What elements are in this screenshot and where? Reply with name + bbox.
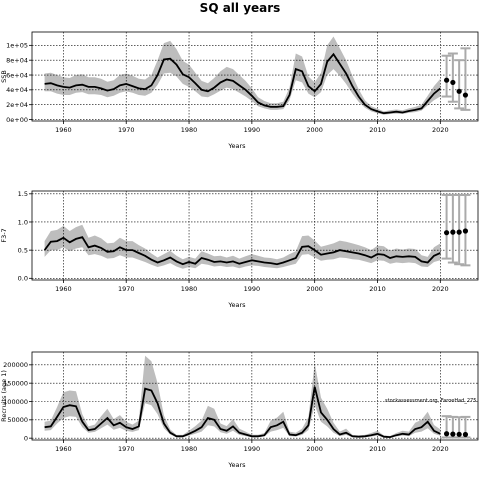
y-tick-label: 0.0	[18, 275, 28, 283]
watermark: stockassessment.org, FaroeHad_275	[385, 398, 476, 404]
forecast-point	[443, 230, 450, 236]
plot-frame	[31, 351, 479, 441]
y-tick-label: 50000	[7, 416, 28, 424]
x-tick-label: 2010	[369, 445, 386, 453]
x-tick-label: 2020	[432, 126, 449, 134]
y-tick-label: 200000	[3, 361, 28, 369]
y-tick-label: 0	[24, 434, 28, 442]
y-axis-label: Recruits (age 1)	[0, 370, 8, 422]
forecast-point	[450, 79, 456, 86]
plot-frame	[31, 190, 479, 281]
x-tick-label: 1960	[55, 126, 72, 134]
y-tick-label: 1.0	[18, 218, 28, 226]
x-tick-label: 1990	[244, 445, 261, 453]
y-tick-label: 2e+04	[6, 101, 28, 109]
forecast-point	[450, 229, 456, 235]
estimate-line	[44, 52, 441, 115]
confidence-band	[44, 355, 441, 438]
x-axis-label: Years	[227, 301, 246, 309]
forecast-point	[456, 229, 462, 235]
confidence-band	[44, 36, 441, 115]
y-axis-label: SSB	[0, 70, 8, 83]
x-tick-label: 1980	[181, 445, 198, 453]
y-tick-label: 1e+05	[6, 42, 28, 50]
y-tick-label: 1.5	[18, 190, 28, 198]
x-tick-label: 1960	[55, 285, 72, 293]
y-tick-label: 6e+04	[6, 71, 28, 79]
y-tick-label: 0.5	[18, 246, 28, 254]
forecast-point	[456, 88, 462, 94]
forecast-point	[462, 92, 469, 98]
estimate-line	[44, 386, 441, 439]
y-tick-label: 4e+04	[6, 86, 28, 94]
x-tick-label: 2020	[432, 285, 449, 293]
y-axis-label: F3-7	[0, 228, 8, 242]
x-tick-label: 2010	[369, 285, 386, 293]
x-tick-label: 2020	[432, 445, 449, 453]
y-tick-label: 8e+04	[6, 56, 28, 64]
x-tick-label: 2000	[306, 285, 323, 293]
x-tick-label: 2010	[369, 126, 386, 134]
x-tick-label: 2000	[306, 126, 323, 134]
ssb-panel: 1960 1970 1980 1990 2000 2010 2020 0e+00 2e+04 4e…	[0, 31, 479, 150]
forecast-point	[456, 431, 462, 437]
x-tick-label: 1990	[244, 126, 261, 134]
y-tick-label: 0e+00	[6, 116, 28, 124]
x-tick-label: 1980	[181, 126, 198, 134]
forecast-point	[450, 431, 456, 437]
confidence-band	[44, 224, 441, 269]
x-tick-label: 1970	[118, 285, 135, 293]
fishing-mortality-panel: 1960 1970 1980 1990 2000 2010 2020 0.0 0.5 1.0 1.5…	[0, 190, 479, 309]
x-tick-label: 1980	[181, 285, 198, 293]
x-axis-label: Years	[227, 461, 246, 469]
forecast-point	[443, 431, 450, 437]
forecast-point	[462, 431, 469, 438]
y-tick-label: 100000	[3, 398, 28, 406]
y-tick-label: 150000	[3, 379, 28, 387]
figure-title: SQ all years	[199, 1, 281, 15]
x-axis-label: Years	[227, 142, 246, 150]
forecast-point	[443, 77, 450, 83]
plot-frame	[31, 31, 479, 122]
x-tick-label: 1970	[118, 445, 135, 453]
estimate-line	[43, 236, 441, 266]
forecast-point	[462, 228, 469, 234]
recruitment-panel: 1960 1970 1980 1990 2000 2010 2020 0 50000 100000…	[0, 351, 479, 469]
x-tick-label: 1990	[244, 285, 261, 293]
x-tick-label: 1960	[55, 445, 72, 453]
x-tick-label: 1970	[118, 126, 135, 134]
x-tick-label: 2000	[306, 445, 323, 453]
